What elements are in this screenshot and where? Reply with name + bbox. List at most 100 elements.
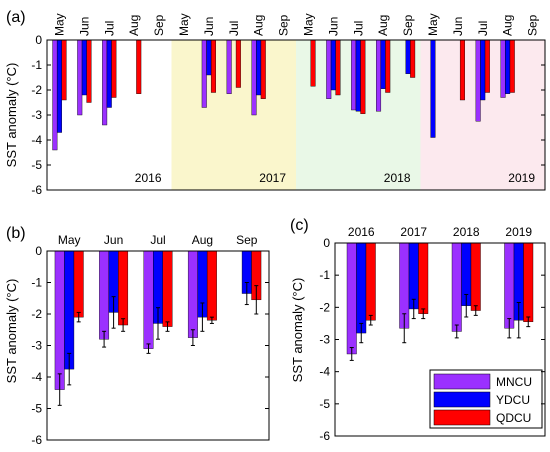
panel-c-bar-2019-MNCU xyxy=(504,242,515,329)
legend: MNCU YDCU QDCU xyxy=(429,369,543,429)
panel-c-ytick-label-6: -6 xyxy=(319,429,330,443)
panel-a-bar-2016-Jul-QDCU xyxy=(111,39,117,98)
panel-a-month-label: Jul xyxy=(351,21,365,36)
panel-b-ytick-label-2: -2 xyxy=(31,307,42,321)
panel-b-bar-Jun-QDCU xyxy=(118,250,129,326)
panel-a-bar-2018-Jun-QDCU xyxy=(335,39,341,96)
panel-b-bar-Aug-QDCU xyxy=(206,250,217,321)
panel-c-bar-2018-MNCU xyxy=(451,242,462,332)
legend-swatch-MNCU xyxy=(433,373,491,390)
panel-a-ylabel: SST anomaly (°C) xyxy=(4,63,19,168)
panel-a-bar-2017-Aug-QDCU xyxy=(260,39,266,99)
panel-a-month-label: Jun xyxy=(202,17,216,36)
panel-b-bar-Jun-MNCU xyxy=(99,250,110,340)
panel-a: (a) SST anomaly (°C) 0 -1 -2 -3 -4 -5 -6 May Jun… xyxy=(4,9,546,197)
panel-a-ytick-label-5: -5 xyxy=(31,158,42,172)
panel-c-category-label: 2018 xyxy=(453,225,480,239)
panel-a-bar-2016-Aug-QDCU xyxy=(136,39,142,94)
panel-a-bg-2017 xyxy=(171,40,296,190)
panel-a-year-label: 2016 xyxy=(135,171,162,185)
panel-a-year-label: 2019 xyxy=(508,171,535,185)
panel-b-bar-Jul-QDCU xyxy=(162,250,173,327)
panel-a-bar-2018-Aug-MNCU xyxy=(376,39,382,112)
panel-a-bar-2019-Aug-QDCU xyxy=(509,39,515,93)
panel-a-month-label: Jul xyxy=(102,21,116,36)
panel-a-bar-2016-Jun-MNCU xyxy=(77,39,83,116)
panel-a-bar-2017-Jun-QDCU xyxy=(210,39,216,93)
panel-a-month-label: Jun xyxy=(451,17,465,36)
panel-c-ytick-label-0: 0 xyxy=(323,236,330,250)
panel-a-month-label: Sep xyxy=(526,14,540,36)
panel-a-month-label: Aug xyxy=(376,15,390,36)
panel-a-bar-2016-May-MNCU xyxy=(52,39,58,151)
panel-b-ylabel: SST anomaly (°C) xyxy=(4,279,19,384)
panel-a-bar-2017-Aug-MNCU xyxy=(251,39,257,116)
panel-a-month-label: May xyxy=(426,13,440,36)
legend-swatch-YDCU xyxy=(433,391,491,408)
panel-a-bar-2017-Jun-YDCU xyxy=(206,39,212,76)
panel-b-ytick-label-3: -3 xyxy=(31,339,42,353)
panel-a-bar-2016-Jul-MNCU xyxy=(102,39,108,126)
panel-a-year-label: 2018 xyxy=(384,171,411,185)
panel-a-bar-2018-Jun-MNCU xyxy=(326,39,332,99)
panel-a-ytick-label-2: -2 xyxy=(31,83,42,97)
panel-b-ytick-label-6: -6 xyxy=(31,433,42,447)
panel-c-ytick-label-2: -2 xyxy=(319,300,330,314)
panel-a-bar-2016-Jul-YDCU xyxy=(106,39,112,108)
panel-a-month-label: Aug xyxy=(252,15,266,36)
panel-b-category-label: Sep xyxy=(236,233,258,247)
panel-c-bar-2016-QDCU xyxy=(365,242,376,321)
panel-a-month-label: Jun xyxy=(326,17,340,36)
panel-b-bar-May-MNCU xyxy=(54,250,65,390)
panel-a-bar-2018-Jul-MNCU xyxy=(351,39,357,111)
panel-a-month-label: Sep xyxy=(152,14,166,36)
panel-b-bar-May-QDCU xyxy=(73,250,84,318)
legend-swatch-QDCU xyxy=(433,409,491,426)
panel-b-bar-May-YDCU xyxy=(64,250,75,370)
panel-a-bar-2017-Jul-MNCU xyxy=(226,39,232,94)
panel-a-ytick-label-1: -1 xyxy=(31,58,42,72)
legend-label-YDCU: YDCU xyxy=(496,393,530,407)
panel-a-bar-2019-May-YDCU xyxy=(430,39,436,138)
panel-b-ytick-label-5: -5 xyxy=(31,402,42,416)
panel-a-bar-2019-Jul-YDCU xyxy=(480,39,486,101)
panel-b-ytick-label-4: -4 xyxy=(31,370,42,384)
panel-c-bar-2017-QDCU xyxy=(418,242,429,314)
panel-b-bar-Jul-MNCU xyxy=(143,250,154,349)
panel-a-month-label: Jul xyxy=(476,21,490,36)
panel-a-bar-2018-Sep-YDCU xyxy=(405,39,411,74)
panel-a-month-label: Aug xyxy=(501,15,515,36)
panel-c-ytick-label-1: -1 xyxy=(319,268,330,282)
panel-a-bar-2017-Jul-QDCU xyxy=(235,39,241,88)
panel-a-bar-2018-May-QDCU xyxy=(310,39,316,87)
panel-a-bar-2017-Jun-MNCU xyxy=(201,39,207,108)
panel-a-bar-2018-Jul-YDCU xyxy=(355,39,361,112)
panel-a-ytick-label-6: -6 xyxy=(31,183,42,197)
panel-c-ytick-label-3: -3 xyxy=(319,333,330,347)
panel-b-bar-Aug-MNCU xyxy=(187,250,198,338)
panel-a-bar-2019-Jun-QDCU xyxy=(459,39,465,101)
panel-c-bar-2016-YDCU xyxy=(356,242,367,334)
legend-label-QDCU: QDCU xyxy=(496,411,531,425)
panel-a-bar-2018-Jul-QDCU xyxy=(360,39,366,114)
panel-a-axes-frame xyxy=(46,39,546,191)
panel-a-month-label: Jun xyxy=(77,17,91,36)
panel-a-bar-2018-Sep-QDCU xyxy=(410,39,416,78)
panel-c-ytick-label-5: -5 xyxy=(319,397,330,411)
panel-a-bar-2016-May-QDCU xyxy=(61,39,67,101)
panel-b-axes-frame xyxy=(46,250,270,441)
panel-a-label: (a) xyxy=(6,9,26,26)
panel-a-bar-2019-Aug-MNCU xyxy=(500,39,506,98)
panel-a-bar-2019-Aug-YDCU xyxy=(505,39,511,94)
panel-c-category-label: 2019 xyxy=(505,225,532,239)
panel-a-bar-2019-Jul-QDCU xyxy=(484,39,490,93)
panel-c-bar-2016-MNCU xyxy=(346,242,357,355)
panel-b-ytick-label-1: -1 xyxy=(31,276,42,290)
panel-a-month-label: Aug xyxy=(127,15,141,36)
panel-b-category-label: Jun xyxy=(104,233,123,247)
panel-a-year-label: 2017 xyxy=(259,171,286,185)
panel-b-category-label: Jul xyxy=(150,233,165,247)
panel-a-bar-2016-Jun-YDCU xyxy=(81,39,87,96)
panel-a-bar-2018-Aug-QDCU xyxy=(385,39,391,93)
